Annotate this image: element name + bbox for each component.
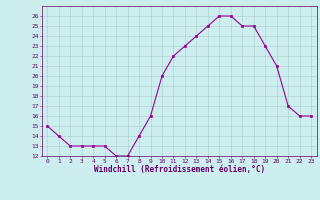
- X-axis label: Windchill (Refroidissement éolien,°C): Windchill (Refroidissement éolien,°C): [94, 165, 265, 174]
